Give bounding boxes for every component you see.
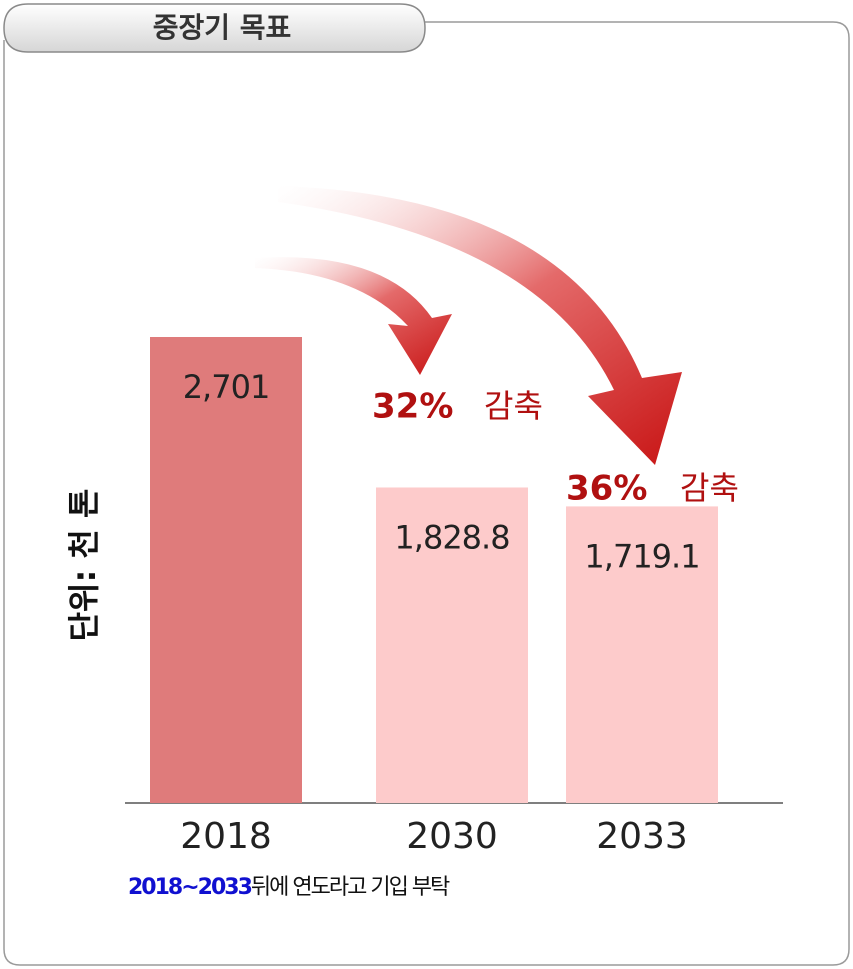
frame	[3, 21, 850, 966]
note: 2018~2033뒤에 연도라고 기입 부탁	[128, 875, 450, 900]
reduction-text: 감축	[680, 469, 739, 507]
bar	[566, 506, 718, 803]
category-label: 2030	[406, 816, 498, 857]
bar	[150, 337, 302, 803]
note-years: 2018~2033	[128, 875, 252, 900]
category-label: 2018	[180, 816, 272, 857]
reduction-arrow	[278, 186, 682, 465]
title-tab	[3, 3, 426, 53]
bar	[376, 487, 528, 803]
reduction-arrow	[255, 257, 452, 375]
value-label: 2,701	[183, 368, 270, 406]
y-axis-label: 단위: 천 톤	[65, 489, 103, 642]
category-label: 2033	[596, 816, 688, 857]
reduction-text: 감축	[484, 387, 543, 425]
value-label: 1,719.1	[584, 537, 699, 575]
value-label: 1,828.8	[394, 518, 509, 556]
title: 중장기 목표	[153, 11, 292, 44]
note-text: 뒤에 연도라고 기입 부탁	[251, 875, 450, 900]
reduction-percent: 36%	[566, 469, 647, 509]
reduction-percent: 32%	[372, 387, 453, 427]
